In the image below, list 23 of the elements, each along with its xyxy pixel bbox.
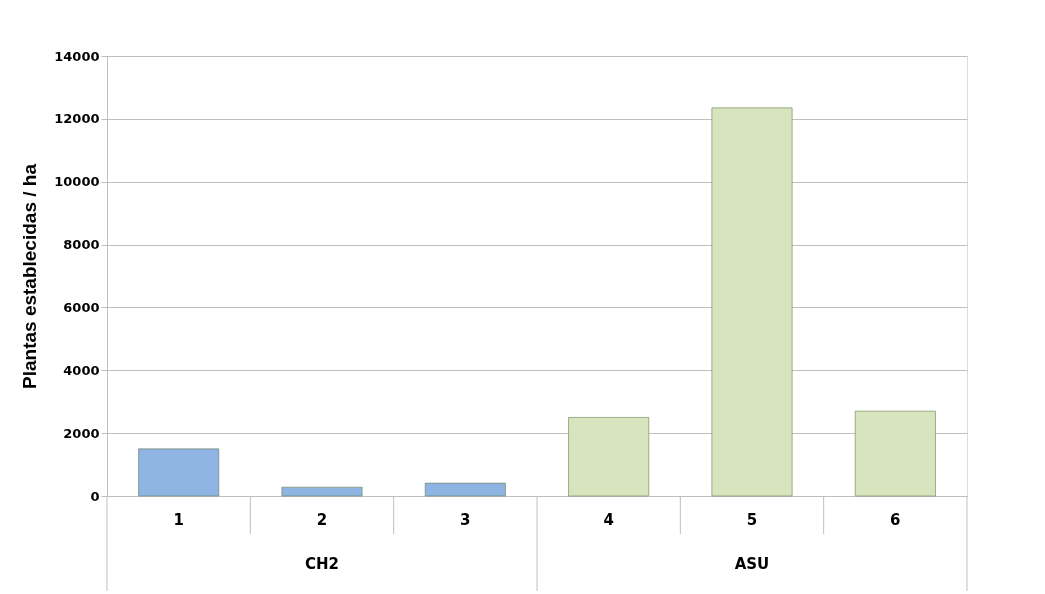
bar [568,416,650,497]
bar [711,107,793,497]
text: ASU [734,555,770,573]
bar [854,410,936,497]
text: CH2 [305,555,339,573]
bar [138,448,220,497]
x-tick-label: 3 [460,510,471,529]
y-tick-label: 12000 [54,111,100,127]
bar [281,486,363,497]
y-tick-label: 14000 [54,48,100,64]
x-tick-label: 2 [316,510,328,529]
y-axis-title: Plantas establecidas / ha [19,163,41,389]
y-tick-label: 4000 [63,362,100,378]
x-tick-label: 4 [603,510,614,529]
y-tick-label: 2000 [63,425,100,441]
y-tick-label: 8000 [63,237,100,253]
bar [424,482,506,497]
y-tick-label: 6000 [63,299,100,315]
y-tick-label: 10000 [54,174,100,190]
x-tick-label: 1 [173,510,184,529]
x-tick-label: 6 [890,510,901,529]
x-tick-label: 5 [746,510,758,529]
y-tick-label: 0 [90,488,100,504]
